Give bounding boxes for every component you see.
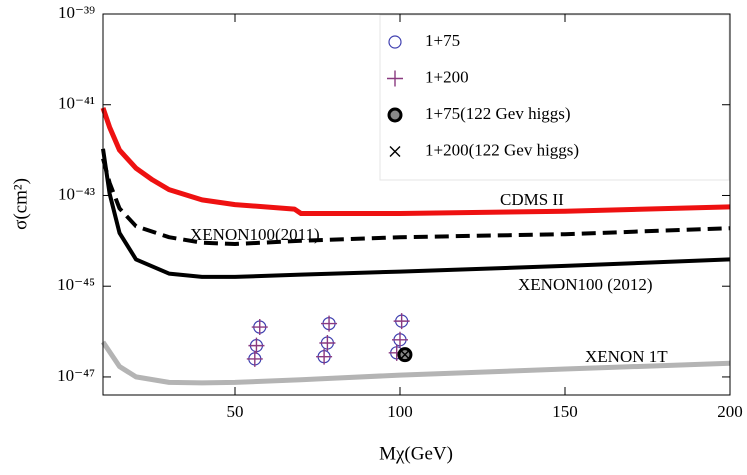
curve-label: XENON100 (2012) <box>518 275 653 294</box>
curve <box>101 158 731 246</box>
y-tick-label: 10⁻⁴⁵ <box>57 275 95 294</box>
point <box>399 349 411 361</box>
point <box>321 315 338 332</box>
legend-marker <box>387 107 403 123</box>
curve-label: XENON 1T <box>585 347 668 366</box>
point <box>248 337 265 354</box>
y-tick-label: 10⁻⁴⁷ <box>57 366 95 385</box>
x-tick-label: 50 <box>227 402 244 421</box>
legend-label: 1+200(122 Gev higgs) <box>425 140 579 159</box>
legend-marker <box>388 35 402 49</box>
curve-label: CDMS II <box>500 190 564 209</box>
point <box>319 335 336 352</box>
legend-marker <box>387 70 403 87</box>
curve <box>101 148 731 279</box>
point <box>251 319 268 336</box>
y-tick-label: 10⁻⁴³ <box>58 184 95 203</box>
x-axis-label: Mχ(GeV) <box>379 443 453 464</box>
legend-label: 1+75 <box>425 31 460 50</box>
legend-marker <box>389 146 401 157</box>
x-tick-label: 100 <box>387 402 413 421</box>
y-tick-label: 10⁻³⁹ <box>58 3 95 22</box>
point <box>246 350 263 367</box>
y-tick-label: 10⁻⁴¹ <box>58 94 95 113</box>
point <box>392 331 408 348</box>
point <box>316 348 333 365</box>
legend-box <box>379 14 730 181</box>
legend-label: 1+75(122 Gev higgs) <box>425 104 571 123</box>
curve <box>100 340 731 386</box>
x-tick-label: 200 <box>717 402 743 421</box>
curve <box>100 107 731 216</box>
x-tick-label: 150 <box>552 402 578 421</box>
legend-label: 1+200 <box>425 67 469 86</box>
plot-frame <box>102 13 731 396</box>
curve-label: XENON100(2011) <box>190 225 320 244</box>
point <box>393 313 410 330</box>
y-axis-label: σ(cm²) <box>10 178 31 230</box>
